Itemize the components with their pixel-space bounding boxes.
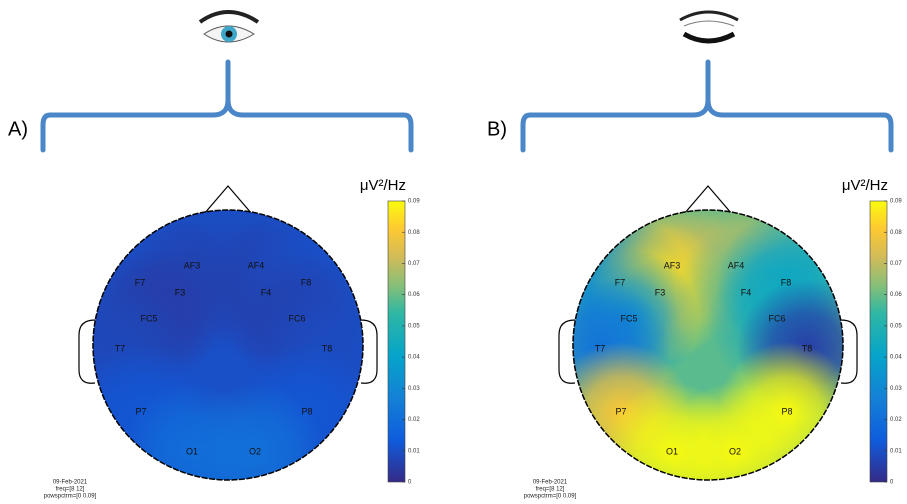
colorbar-tick-label: 0.05 [890, 323, 902, 329]
head-outline [92, 209, 364, 481]
electrode-label: P7 [135, 406, 146, 416]
colorbar-tick-label: 0.01 [890, 448, 902, 454]
colorbar-tick-label: 0 [408, 480, 412, 486]
colorbar-tick-label: 0.04 [890, 355, 902, 361]
panel-label: A) [8, 118, 28, 140]
electrode-power [185, 382, 325, 480]
electrode-label: AF3 [184, 260, 201, 270]
panel-label: B) [487, 118, 507, 140]
colorbar-tick-label: 0.08 [890, 230, 902, 236]
electrode-label: F4 [741, 287, 752, 297]
electrode-label: FC5 [140, 313, 157, 323]
electrode-label: FC6 [288, 313, 305, 323]
ear [558, 319, 576, 384]
colorbar-tick-label: 0 [890, 480, 894, 486]
ear [78, 319, 96, 384]
colorbar-label: μV²/Hz [360, 177, 406, 194]
colorbar [387, 200, 406, 483]
colorbar-tick-label: 0.09 [408, 199, 420, 205]
footer-note: powspctrm=[0 0.09] [44, 494, 97, 500]
colorbar-tick-label: 0.05 [408, 323, 420, 329]
electrode-label: AF3 [664, 260, 681, 270]
electrode-label: F7 [615, 277, 626, 287]
colorbar-tick-label: 0.04 [408, 355, 420, 361]
footer-note: powspctrm=[0 0.09] [524, 494, 577, 500]
electrode-label: FC6 [768, 313, 785, 323]
topoplot-panel: A) AF3 AF4 F7 F3 F4 F8 FC5 FC6 T7 T8 P7 P8 O1 O2 μV²/Hz… [8, 118, 420, 500]
colorbar-tick-label: 0.09 [890, 199, 902, 205]
electrode-label: T8 [802, 343, 813, 353]
eye-closed-icon [679, 10, 739, 44]
electrode-label: F3 [655, 287, 666, 297]
colorbar-tick-label: 0.07 [890, 261, 902, 267]
electrode-label: T7 [595, 343, 606, 353]
colorbar-label: μV²/Hz [842, 177, 888, 194]
electrode-label: O1 [666, 446, 678, 456]
ear [840, 319, 858, 384]
electrode-label: F8 [301, 277, 312, 287]
electrode-label: O1 [186, 446, 198, 456]
electrode-label: F4 [261, 287, 272, 297]
eye-open-icon [198, 10, 260, 43]
head-outline [572, 209, 844, 481]
electrode-label: P7 [615, 406, 626, 416]
colorbar-tick-label: 0.06 [408, 292, 420, 298]
electrode-label: O2 [249, 446, 261, 456]
colorbar-tick-label: 0.07 [408, 261, 420, 267]
electrode-label: T7 [115, 343, 126, 353]
electrode-power [665, 382, 805, 480]
nose [683, 185, 733, 215]
colorbar-tick-label: 0.06 [890, 292, 902, 298]
colorbar-tick-label: 0.01 [408, 448, 420, 454]
electrode-label: AF4 [248, 260, 265, 270]
ear [360, 319, 378, 384]
electrode-label: P8 [301, 406, 312, 416]
bracket [40, 59, 894, 153]
colorbar [869, 200, 888, 483]
electrode-label: O2 [729, 446, 741, 456]
electrode-label: AF4 [728, 260, 745, 270]
topoplot-panel: B) AF3 AF4 F7 F3 F4 F8 FC5 FC6 T7 T8 P7 P8 O1 O2 μV²/Hz… [487, 118, 902, 500]
footer-note: 09-Feb-2021 [53, 480, 88, 486]
footer-note: freq=[8 12] [536, 487, 565, 493]
electrode-label: P8 [781, 406, 792, 416]
scalp-map [573, 210, 843, 480]
colorbar-tick-label: 0.02 [890, 417, 902, 423]
colorbar-tick-label: 0.03 [890, 386, 902, 392]
electrode-label: T8 [322, 343, 333, 353]
electrode-label: F3 [175, 287, 186, 297]
colorbar-tick-label: 0.03 [408, 386, 420, 392]
electrode-label: F8 [781, 277, 792, 287]
electrode-label: FC5 [620, 313, 637, 323]
scalp-map [93, 210, 363, 480]
footer-note: freq=[8 12] [56, 487, 85, 493]
nose [203, 185, 253, 215]
colorbar-tick-label: 0.08 [408, 230, 420, 236]
footer-note: 09-Feb-2021 [533, 480, 568, 486]
colorbar-tick-label: 0.02 [408, 417, 420, 423]
electrode-label: F7 [135, 277, 146, 287]
